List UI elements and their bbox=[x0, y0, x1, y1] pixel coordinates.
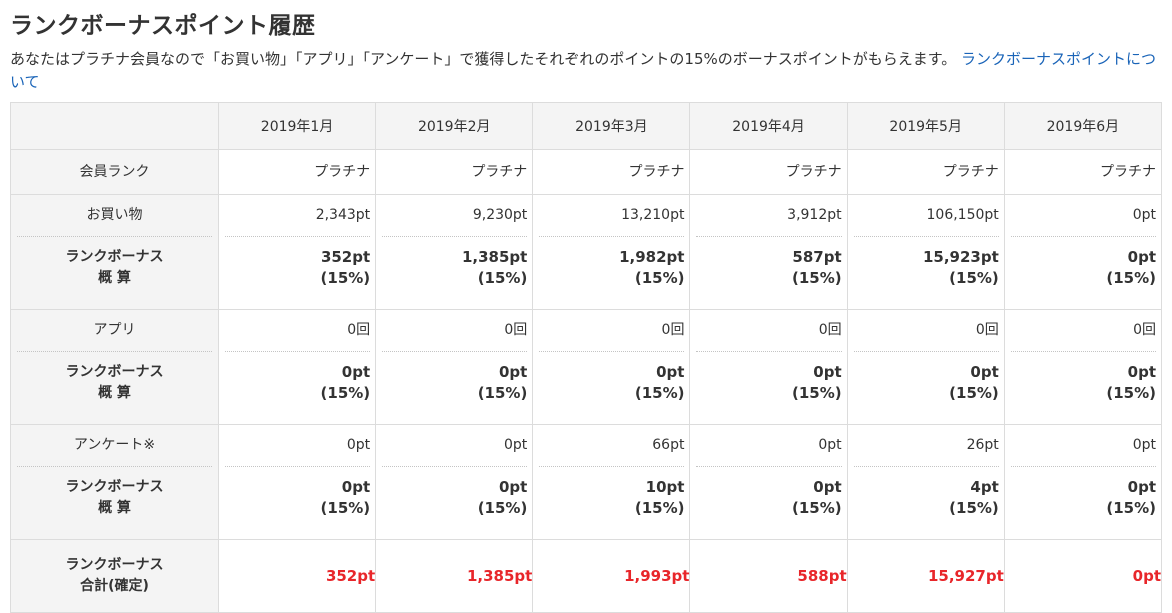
app-cell: 0回 0pt (15%) bbox=[689, 309, 848, 425]
page-title: ランクボーナスポイント履歴 bbox=[10, 13, 316, 39]
app-row: アプリ ランクボーナス概 算 0回 0pt (15%) 0回 0pt (15%) 0回 0… bbox=[10, 309, 1163, 425]
survey-cell: 0pt 0pt (15%) bbox=[217, 424, 377, 540]
app-cell: 0回 0pt (15%) bbox=[375, 309, 534, 425]
month-header: 2019年6月 bbox=[1003, 102, 1163, 150]
description: あなたはプラチナ会員なので「お買い物」「アプリ」「アンケート」で獲得したそれぞれ… bbox=[10, 48, 1165, 94]
shopping-cell: 3,912pt 587pt (15%) bbox=[689, 194, 848, 310]
app-cell: 0回 0pt (15%) bbox=[217, 309, 377, 425]
shopping-label: お買い物 ランクボーナス概 算 bbox=[10, 194, 219, 310]
total-label: ランクボーナス 合計(確定) bbox=[10, 539, 219, 613]
shopping-cell: 2,343pt 352pt (15%) bbox=[217, 194, 377, 310]
survey-row: アンケート※ ランクボーナス概 算 0pt 0pt (15%) 0pt 0pt (15%… bbox=[10, 424, 1163, 540]
rank-cell: プラチナ bbox=[217, 149, 377, 195]
shopping-cell: 9,230pt 1,385pt (15%) bbox=[375, 194, 534, 310]
rank-cell: プラチナ bbox=[532, 149, 691, 195]
survey-cell: 0pt 0pt (15%) bbox=[1003, 424, 1163, 540]
survey-cell: 0pt 0pt (15%) bbox=[689, 424, 848, 540]
total-cell: 588pt bbox=[689, 539, 848, 613]
total-cell: 352pt bbox=[217, 539, 377, 613]
rank-cell: プラチナ bbox=[1003, 149, 1163, 195]
month-header: 2019年2月 bbox=[375, 102, 534, 150]
shopping-row: お買い物 ランクボーナス概 算 2,343pt 352pt (15%) 9,230p… bbox=[10, 194, 1163, 310]
app-label: アプリ ランクボーナス概 算 bbox=[10, 309, 219, 425]
rank-cell: プラチナ bbox=[846, 149, 1005, 195]
month-header: 2019年1月 bbox=[217, 102, 377, 150]
app-cell: 0回 0pt (15%) bbox=[846, 309, 1005, 425]
month-header: 2019年5月 bbox=[846, 102, 1005, 150]
shopping-cell: 13,210pt 1,982pt (15%) bbox=[532, 194, 691, 310]
total-cell: 15,927pt bbox=[846, 539, 1005, 613]
app-cell: 0回 0pt (15%) bbox=[532, 309, 691, 425]
total-cell: 0pt bbox=[1003, 539, 1163, 613]
shopping-cell: 0pt 0pt (15%) bbox=[1003, 194, 1163, 310]
month-header: 2019年3月 bbox=[532, 102, 691, 150]
description-text: あなたはプラチナ会員なので「お買い物」「アプリ」「アンケート」で獲得したそれぞれ… bbox=[10, 50, 957, 68]
survey-cell: 66pt 10pt (15%) bbox=[532, 424, 691, 540]
rank-cell: プラチナ bbox=[375, 149, 534, 195]
month-header-row: 2019年1月 2019年2月 2019年3月 2019年4月 2019年5月 … bbox=[10, 102, 1163, 150]
total-cell: 1,385pt bbox=[375, 539, 534, 613]
app-cell: 0回 0pt (15%) bbox=[1003, 309, 1163, 425]
rank-bonus-info-link[interactable]: ランクボーナスポイントについて bbox=[10, 50, 1157, 91]
member-rank-label: 会員ランク bbox=[10, 149, 219, 195]
survey-label: アンケート※ ランクボーナス概 算 bbox=[10, 424, 219, 540]
rank-bonus-history-table: 2019年1月 2019年2月 2019年3月 2019年4月 2019年5月 … bbox=[10, 102, 1163, 613]
shopping-cell: 106,150pt 15,923pt (15%) bbox=[846, 194, 1005, 310]
survey-cell: 0pt 0pt (15%) bbox=[375, 424, 534, 540]
member-rank-row: 会員ランク プラチナ プラチナ プラチナ プラチナ プラチナ プラチナ bbox=[10, 149, 1163, 195]
rank-cell: プラチナ bbox=[689, 149, 848, 195]
total-cell: 1,993pt bbox=[532, 539, 691, 613]
month-header: 2019年4月 bbox=[689, 102, 848, 150]
survey-cell: 26pt 4pt (15%) bbox=[846, 424, 1005, 540]
table-corner bbox=[10, 102, 219, 150]
total-row: ランクボーナス 合計(確定) 352pt 1,385pt 1,993pt 588p… bbox=[10, 539, 1163, 613]
